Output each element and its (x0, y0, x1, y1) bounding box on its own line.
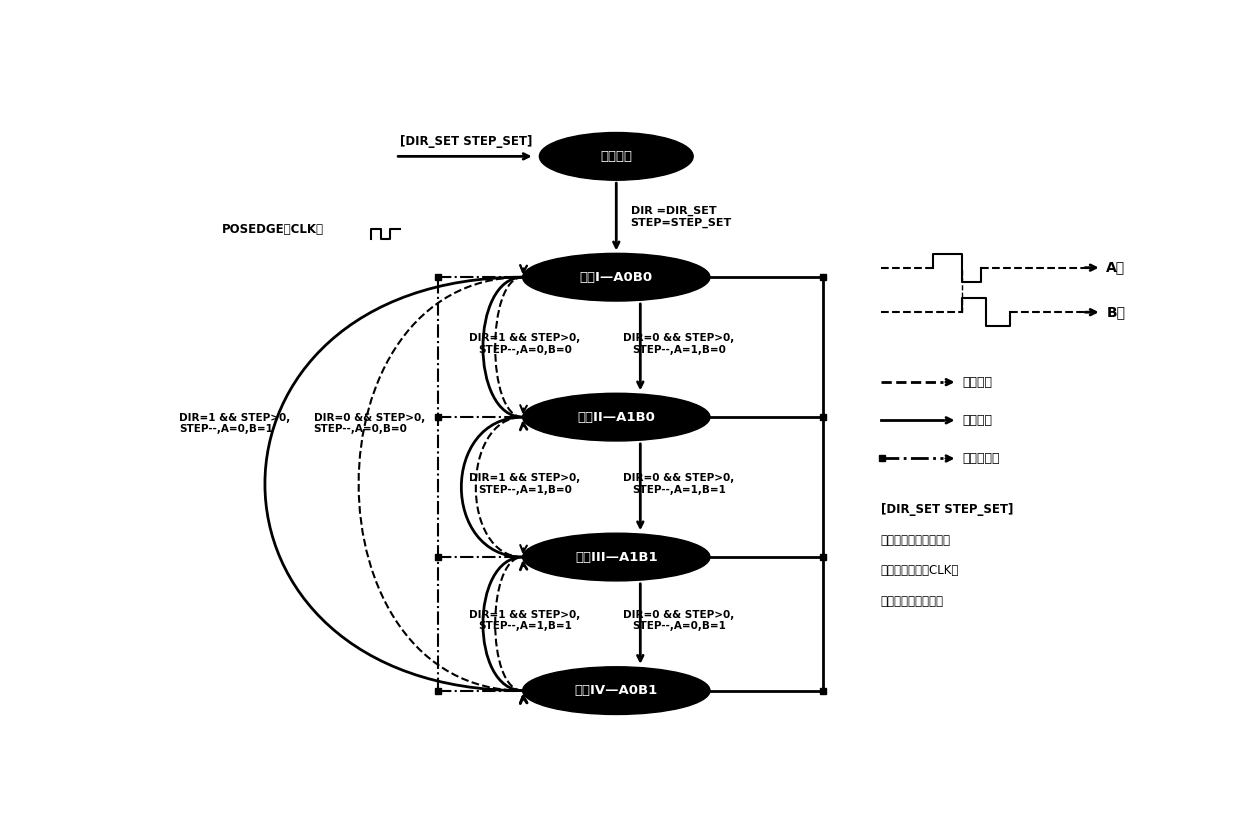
Text: 状态III—A1B1: 状态III—A1B1 (575, 551, 657, 563)
Text: 分别表示设定的移动方: 分别表示设定的移动方 (880, 534, 951, 547)
Ellipse shape (522, 393, 711, 441)
Ellipse shape (522, 254, 711, 301)
Text: 状态I—A0B0: 状态I—A0B0 (580, 271, 652, 283)
Text: 正向移动: 正向移动 (962, 376, 992, 389)
Text: DIR=1 && STEP>0,
STEP--,A=0,B=0: DIR=1 && STEP>0, STEP--,A=0,B=0 (470, 333, 580, 355)
Text: 初始状态: 初始状态 (600, 150, 632, 163)
Text: DIR=0 && STEP>0,
STEP--,A=0,B=0: DIR=0 && STEP>0, STEP--,A=0,B=0 (314, 413, 425, 434)
Text: 反向移动: 反向移动 (962, 414, 992, 427)
Text: DIR =DIR_SET
STEP=STEP_SET: DIR =DIR_SET STEP=STEP_SET (631, 206, 732, 228)
Text: DIR=0 && STEP>0,
STEP--,A=1,B=1: DIR=0 && STEP>0, STEP--,A=1,B=1 (624, 473, 734, 495)
Text: 上升沿触发状态转移: 上升沿触发状态转移 (880, 595, 944, 608)
Text: DIR=0 && STEP>0,
STEP--,A=1,B=0: DIR=0 && STEP>0, STEP--,A=1,B=0 (624, 333, 734, 355)
Text: [DIR_SET STEP_SET]: [DIR_SET STEP_SET] (401, 135, 532, 148)
Text: DIR=1 && STEP>0,
STEP--,A=1,B=1: DIR=1 && STEP>0, STEP--,A=1,B=1 (470, 610, 580, 631)
Ellipse shape (539, 132, 693, 180)
Text: A相: A相 (1106, 261, 1126, 275)
Text: 时钟上升沿: 时钟上升沿 (962, 452, 999, 465)
Text: B相: B相 (1106, 305, 1126, 319)
Text: DIR=0 && STEP>0,
STEP--,A=0,B=1: DIR=0 && STEP>0, STEP--,A=0,B=1 (624, 610, 734, 631)
Text: [DIR_SET STEP_SET]: [DIR_SET STEP_SET] (880, 503, 1013, 516)
Text: POSEDGE（CLK）: POSEDGE（CLK） (222, 223, 325, 236)
Text: DIR=1 && STEP>0,
STEP--,A=0,B=1: DIR=1 && STEP>0, STEP--,A=0,B=1 (179, 413, 290, 434)
Text: 状态IV—A0B1: 状态IV—A0B1 (574, 684, 658, 697)
Text: DIR=1 && STEP>0,
STEP--,A=1,B=0: DIR=1 && STEP>0, STEP--,A=1,B=0 (470, 473, 580, 495)
Text: 状态II—A1B0: 状态II—A1B0 (578, 411, 655, 424)
Text: 向和步数；时钟CLK的: 向和步数；时钟CLK的 (880, 564, 959, 577)
Ellipse shape (522, 534, 711, 581)
Ellipse shape (522, 667, 711, 714)
